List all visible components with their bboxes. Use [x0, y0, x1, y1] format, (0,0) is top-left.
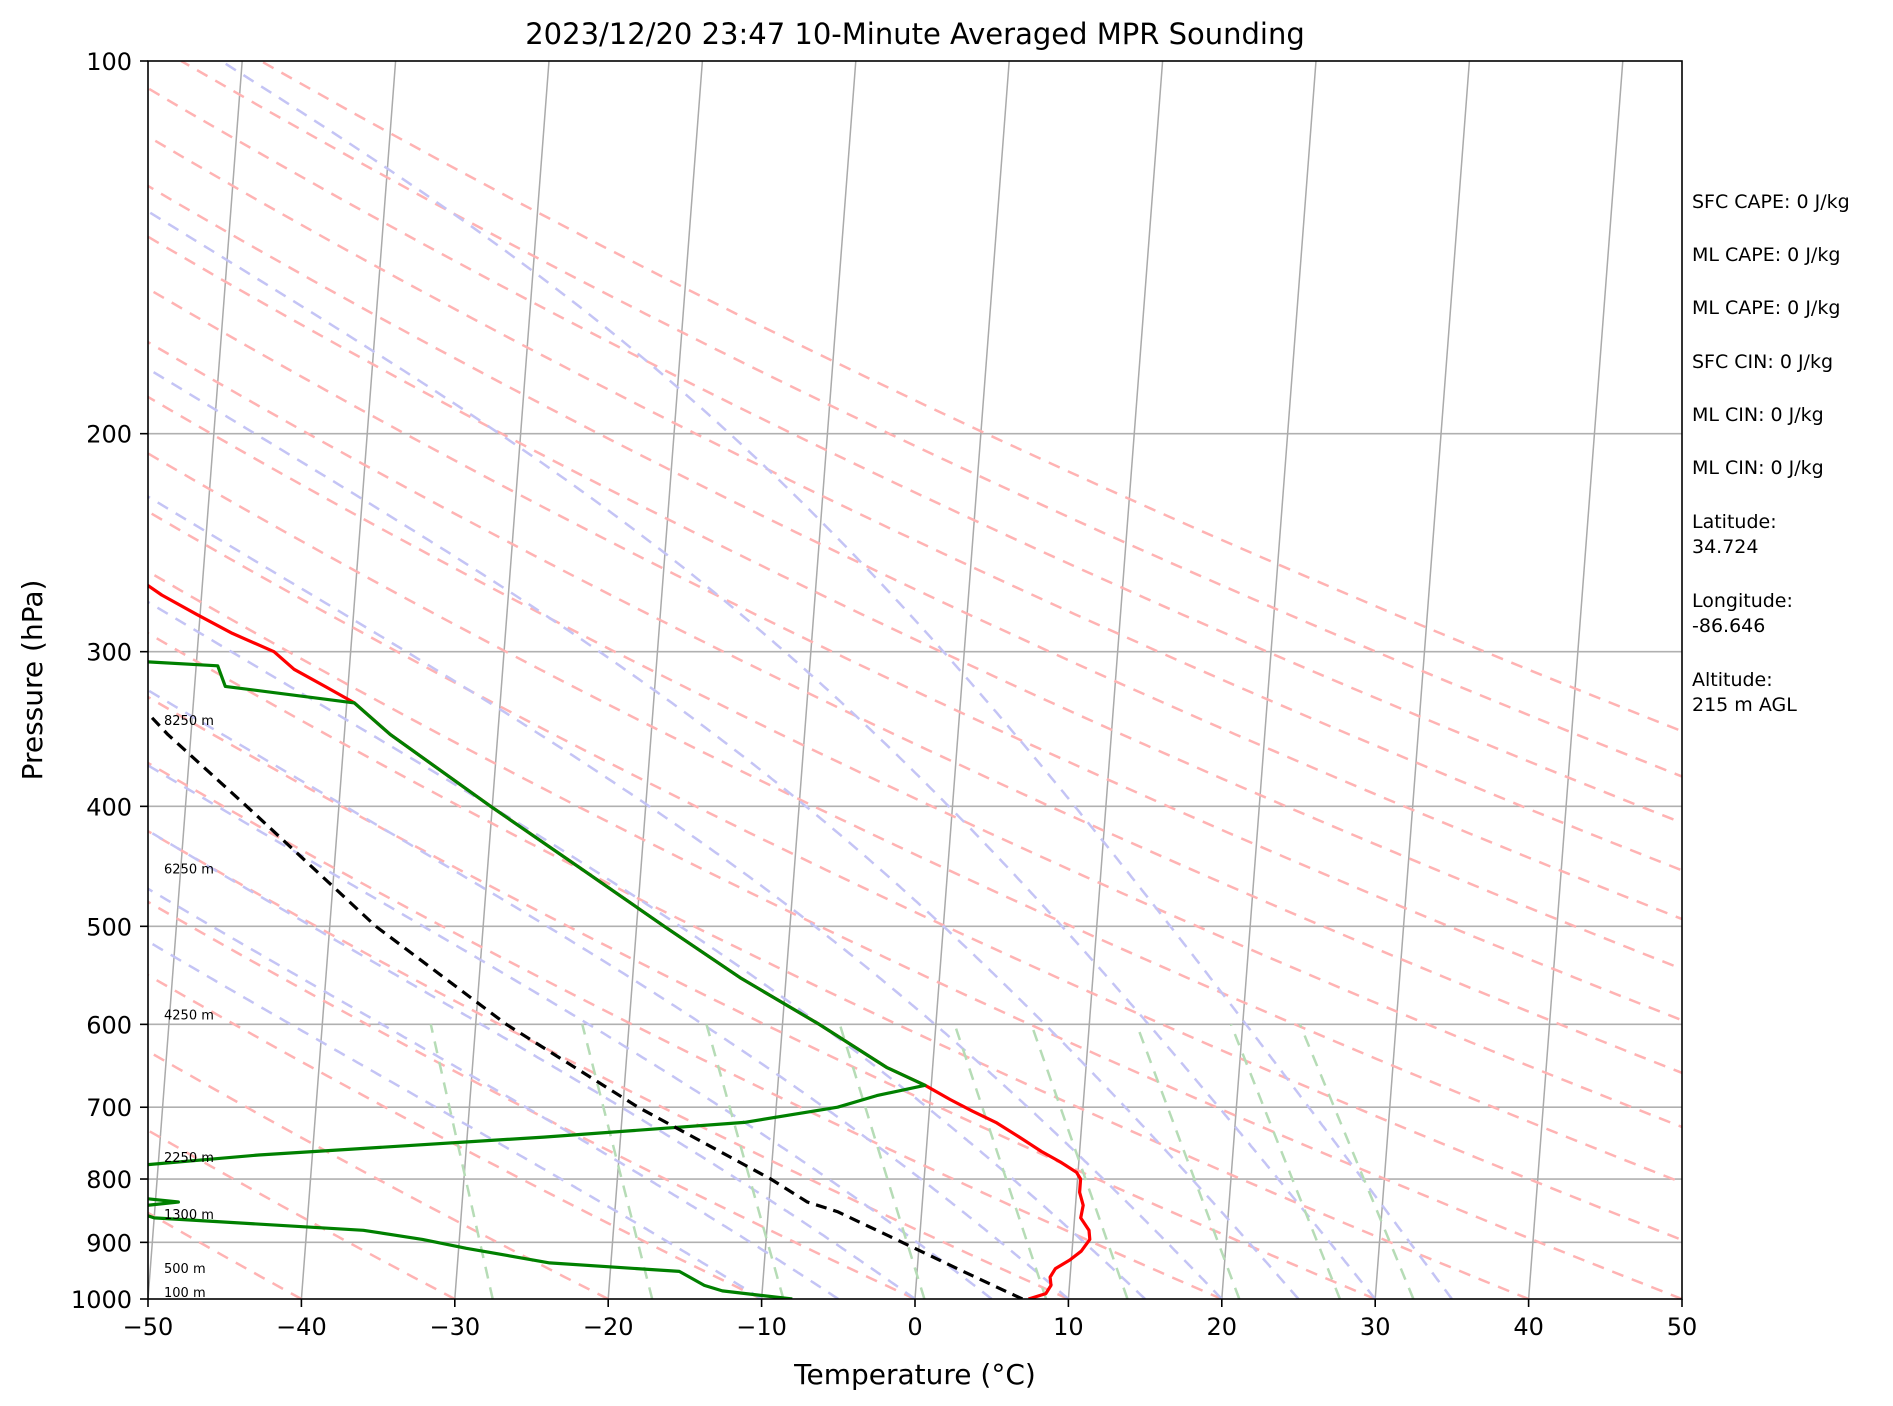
- sounding-profiles: [148, 583, 1092, 1299]
- x-tick-label: 50: [1667, 1313, 1698, 1341]
- dry-adiabat: [148, 287, 1682, 1022]
- isotherm-line: [1374, 61, 1471, 1299]
- isotherm-line: [1221, 61, 1317, 1299]
- sfc-cape-text: SFC CAPE: 0 J/kg: [1692, 191, 1850, 213]
- dewpoint-line: [148, 660, 927, 1299]
- moist-adiabat: [148, 495, 1223, 1299]
- height-label: 1300 m: [164, 1208, 214, 1223]
- latitude-value: 34.724: [1692, 536, 1759, 558]
- dry-adiabat: [148, 340, 1682, 1075]
- y-tick-label: 700: [86, 1094, 132, 1122]
- moist-adiabat: [148, 939, 763, 1299]
- mixing-ratio-line: [705, 1024, 785, 1299]
- y-axis-ticks: 100 200 300 400 500 600 700 800 900 1000: [71, 48, 148, 1314]
- dry-adiabat: [148, 86, 1682, 825]
- x-tick-label: −20: [583, 1313, 634, 1341]
- dry-adiabat: [148, 973, 763, 1299]
- x-tick-label: 30: [1360, 1313, 1391, 1341]
- x-tick-label: −50: [123, 1313, 174, 1341]
- mixing-ratio-line: [429, 1024, 494, 1299]
- dry-adiabat: [148, 395, 1682, 1129]
- x-tick-label: 20: [1207, 1313, 1238, 1341]
- mixing-ratio-line: [1229, 1023, 1342, 1299]
- temperature-line: [148, 583, 1092, 1299]
- mixing-ratio-line: [1030, 1023, 1129, 1299]
- y-tick-label: 400: [86, 793, 132, 821]
- isotherm-line: [914, 61, 1010, 1299]
- height-label: 4250 m: [164, 1009, 214, 1024]
- sfc-cin-text: SFC CIN: 0 J/kg: [1692, 351, 1834, 373]
- mixing-ratio-line: [1298, 1023, 1415, 1299]
- latitude-label: Latitude:: [1692, 511, 1777, 533]
- height-label: 2250 m: [164, 1151, 214, 1166]
- isotherm-line: [607, 61, 704, 1299]
- y-tick-label: 600: [86, 1011, 132, 1039]
- mixing-ratio-line: [953, 1024, 1048, 1299]
- chart-title: 2023/12/20 23:47 10-Minute Averaged MPR …: [525, 17, 1305, 51]
- altitude-value: 215 m AGL: [1692, 694, 1797, 716]
- height-labels: 100 m 500 m 1300 m 2250 m 4250 m 6250 m 8250 m: [164, 714, 214, 1301]
- height-label: 100 m: [164, 1286, 206, 1301]
- isotherm-line: [148, 61, 243, 1299]
- x-tick-label: 40: [1513, 1313, 1544, 1341]
- height-label: 500 m: [164, 1262, 206, 1277]
- y-tick-label: 200: [86, 421, 132, 449]
- x-tick-label: −40: [276, 1313, 327, 1341]
- dry-adiabat: [148, 510, 1682, 1242]
- ml-cin-text: ML CIN: 0 J/kg: [1692, 404, 1824, 426]
- altitude-label: Altitude:: [1692, 669, 1773, 691]
- ml-cin-text-2: ML CIN: 0 J/kg: [1692, 457, 1824, 479]
- longitude-label: Longitude:: [1692, 590, 1793, 612]
- y-tick-label: 1000: [71, 1286, 132, 1314]
- y-axis-label: Pressure (hPa): [16, 580, 49, 781]
- background-lines: [148, 61, 1682, 1299]
- x-tick-label: 10: [1053, 1313, 1084, 1341]
- y-tick-label: 100: [86, 48, 132, 76]
- isotherm-line: [760, 61, 857, 1299]
- mixing-ratio-line: [581, 1024, 654, 1299]
- longitude-value: -86.646: [1692, 615, 1766, 637]
- dry-adiabat: [148, 570, 1682, 1299]
- isotherm-line: [454, 61, 550, 1299]
- moist-adiabat: [220, 61, 1453, 1299]
- ml-cape-text: ML CAPE: 0 J/kg: [1692, 244, 1841, 266]
- height-label: 8250 m: [164, 714, 214, 729]
- x-tick-label: −30: [429, 1313, 480, 1341]
- mixing-ratio-line: [1135, 1023, 1241, 1299]
- moist-adiabat: [148, 367, 1300, 1299]
- x-axis-label: Temperature (°C): [793, 1358, 1036, 1391]
- isotherm-line: [1067, 61, 1164, 1299]
- dry-adiabat: [148, 135, 1682, 872]
- moist-adiabat: [148, 688, 1070, 1299]
- moist-adiabat: [148, 829, 916, 1299]
- y-tick-label: 300: [86, 639, 132, 667]
- height-label: 6250 m: [164, 863, 214, 878]
- moist-adiabat: [148, 600, 1146, 1299]
- y-tick-label: 800: [86, 1166, 132, 1194]
- mixing-ratio-line: [838, 1024, 926, 1299]
- dry-adiabat: [148, 761, 1223, 1299]
- x-tick-label: 0: [907, 1313, 922, 1341]
- ml-cape-text-2: ML CAPE: 0 J/kg: [1692, 297, 1841, 319]
- y-tick-label: 900: [86, 1229, 132, 1257]
- x-tick-label: −10: [736, 1313, 787, 1341]
- y-tick-label: 500: [86, 913, 132, 941]
- dry-adiabat: [148, 1049, 609, 1299]
- x-axis-ticks: −50 −40 −30 −20 −10 0 10 20 30 40 50: [123, 1299, 1698, 1341]
- isotherm-line: [1527, 61, 1624, 1299]
- parcel-profile-line: [148, 711, 1024, 1299]
- dry-adiabat: [148, 451, 1682, 1184]
